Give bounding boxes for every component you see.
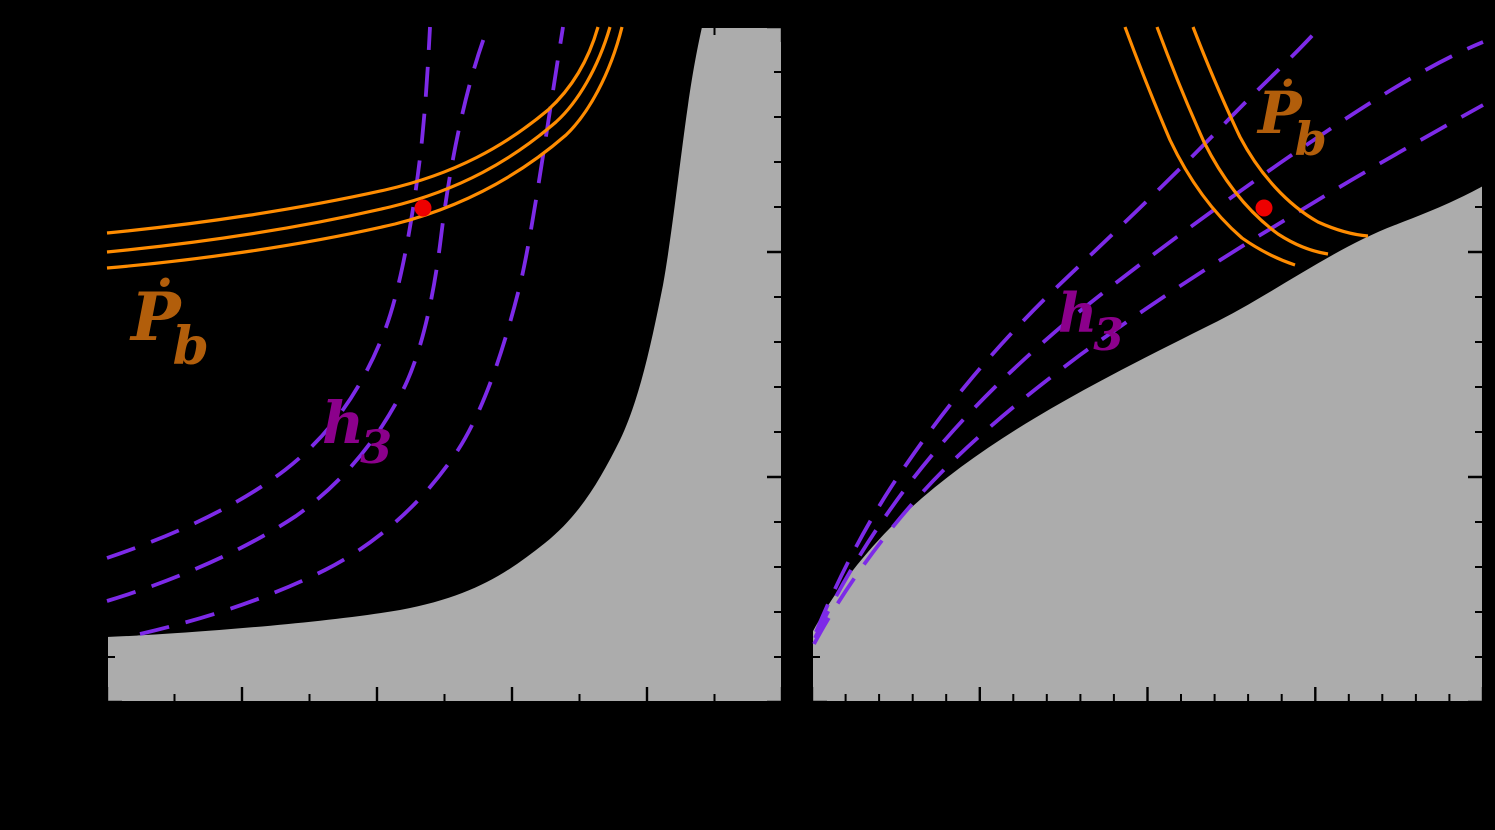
h3-contours [812,25,1484,645]
pb-contour-line [1155,26,1329,256]
pb-contour-line [106,26,600,235]
h3-label-sub: 3 [360,420,392,474]
left-panel: Ṗb h3 [105,25,784,704]
pb-label-main: Ṗ [1256,78,1303,147]
best-fit-point [1255,199,1273,217]
h3-contour-line [106,26,432,560]
excluded-region [107,27,782,702]
h3-contour-line [812,103,1484,645]
right-panel: Ṗb h3 [810,25,1485,704]
axis-frame [811,26,1484,703]
axis-frame [106,26,783,703]
pb-label: Ṗb [129,278,209,377]
h3-contour-line [814,25,1322,633]
pb-contours [106,26,624,270]
h3-label-sub: 3 [1093,310,1124,361]
pb-contour-line [1191,26,1369,238]
pb-label: Ṗb [1256,78,1327,166]
pb-label-main: Ṗ [129,278,183,356]
pb-contours [1123,26,1369,267]
h3-contour-line [813,40,1484,639]
h3-label-main: h [1058,281,1097,345]
minor-ticks [812,27,1483,702]
pb-contour-line [1123,26,1296,267]
minor-ticks [107,27,782,702]
h3-label: h3 [322,389,392,474]
pb-label-sub: b [173,316,209,377]
pb-contour-line [106,26,624,270]
pb-contour-line [106,26,612,254]
excluded-region [812,186,1483,702]
best-fit-point [414,199,432,217]
h3-label: h3 [1058,281,1124,361]
h3-contour-line [139,26,565,636]
h3-contours [106,26,565,636]
pb-label-sub: b [1295,112,1327,166]
h3-label-main: h [322,389,364,457]
